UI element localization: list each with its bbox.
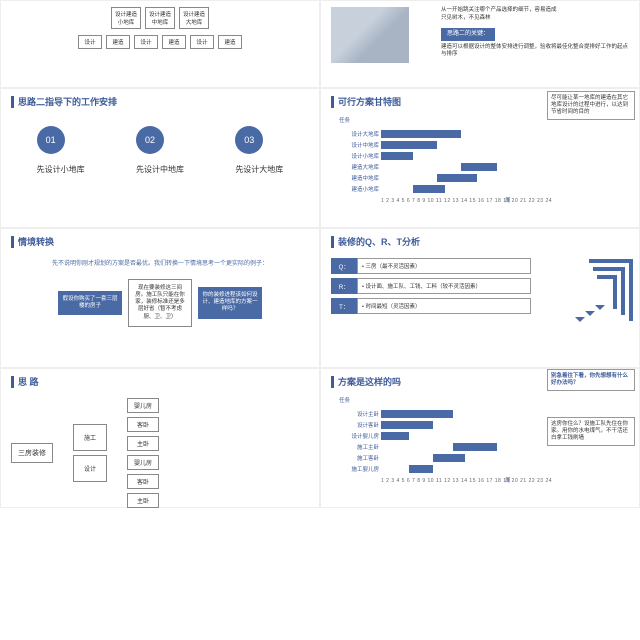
p2-title: 可行方案甘特图: [338, 95, 401, 108]
qrt-head: R：: [331, 278, 357, 294]
gantt-row-label: 施工婴儿房: [331, 465, 379, 473]
key-tag: 思路二的关键：: [441, 28, 495, 40]
tree-leaf: 建造: [106, 35, 130, 49]
gantt-row-label: 设计中地库: [331, 141, 379, 149]
p6-title: 方案是这样的吗: [338, 375, 401, 388]
qrt-head: Q：: [331, 258, 357, 274]
step-label: 先设计大地库: [235, 164, 283, 175]
gantt-row-label: 建造中地库: [331, 174, 379, 182]
p5-title: 思 路: [18, 375, 39, 388]
gantt-row-label: 设计大地库: [331, 130, 379, 138]
tree-leaf: 设计: [134, 35, 158, 49]
intro-line1: 从一开始跳关注哪个产品选择的细节，容易造成: [441, 7, 631, 15]
p1-title: 思路二指导下的工作安排: [18, 95, 117, 108]
tree-node: 设计建造 中地库: [145, 7, 175, 29]
tree-leaf: 建造: [162, 35, 186, 49]
flow-box-2: 现在要装修这三间房。施工队只能在你家，装修标准还是多层好省（暂不考虑厨、卫、卫）: [128, 279, 192, 327]
step-circle: 03: [235, 126, 263, 154]
panel-plan-check: 方案是这样的吗 任务 设计主卧设计客卧设计婴儿房施工主卧施工客卧施工婴儿房1 2…: [320, 368, 640, 508]
step-circle: 01: [37, 126, 65, 154]
step-label: 先设计小地库: [37, 164, 85, 175]
bracket-leaf: 主卧: [127, 493, 159, 508]
bracket-leaf: 客卧: [127, 474, 159, 489]
tree-node: 设计建造 小地库: [111, 7, 141, 29]
gantt-bar: [461, 163, 497, 171]
panel-qrt: 装修的Q、R、T分析 Q：• 三房（最不灵活因素）R：• 设计面、施工队、工钱、…: [320, 228, 640, 368]
gantt-bar: [381, 421, 433, 429]
step-label: 先设计中地库: [136, 164, 184, 175]
gantt-bar: [453, 443, 497, 451]
key-text: 建造可以根据设计的整体安排进行调整，验收将最佳化整合提排好工作的起点与排序: [441, 44, 631, 59]
qrt-body: • 三房（最不灵活因素）: [357, 258, 531, 274]
gantt2-note: 这房你住么？设施工队先住在你家。用你的水电煤气，不干活还白拿工钱刷墙: [547, 417, 635, 446]
bracket-leaf: 婴儿房: [127, 398, 159, 413]
gantt-bar: [437, 174, 477, 182]
tree-leaf: 设计: [78, 35, 102, 49]
gantt-bar: [381, 432, 409, 440]
gantt2-head: 别急着往下看，你先想想有什么好办法吗？: [547, 369, 635, 391]
top-tree-left: 设计建造 小地库设计建造 中地库设计建造 大地库 设计建造设计建造设计建造: [0, 0, 320, 88]
p4-title: 装修的Q、R、T分析: [338, 235, 420, 248]
gantt-axis: 1 2 3 4 5 6 7 8 9 10 11 12 13 14 15 16 1…: [381, 478, 552, 490]
panel-thinking: 思 路 三房装修 施工设计 婴儿房客卧主卧婴儿房客卧主卧: [0, 368, 320, 508]
gantt-bar: [413, 185, 445, 193]
gantt-bar: [433, 454, 465, 462]
p3-title: 情境转换: [18, 235, 54, 248]
flow-box-3: 你的装修进程该如何设计、建造地库的方案一样吗？: [198, 287, 262, 318]
gantt2-ylabel: 任务: [339, 396, 629, 404]
p3-lead: 先不说明你刚才规划的方案是否最优。我们转换一下情境思考一个更实际的例子：: [11, 258, 309, 267]
panel-gantt: 可行方案甘特图 任务 设计大地库设计中地库设计小地库建造大地库建造中地库建造小地…: [320, 88, 640, 228]
gantt-xlabel: 周: [505, 196, 511, 204]
qrt-body: • 时间最短（灵活因素）: [357, 298, 531, 314]
qrt-head: T：: [331, 298, 357, 314]
bracket-mid: 设计: [73, 455, 107, 482]
top-right-panel: 从一开始跳关注哪个产品选择的细节，容易造成 只见树木，不见森林 思路二的关键： …: [320, 0, 640, 88]
gantt-note: 尽可能让某一地库的建造在其它地库设计的过程中进行，以达到节省时间的目的: [547, 91, 635, 120]
gantt-row-label: 设计婴儿房: [331, 432, 379, 440]
gantt-row-label: 建造大地库: [331, 163, 379, 171]
gantt-bar: [409, 465, 433, 473]
gantt-row-label: 设计主卧: [331, 410, 379, 418]
gantt-row-label: 施工主卧: [331, 443, 379, 451]
panel-work-arrange: 思路二指导下的工作安排 01 先设计小地库 02 先设计中地库 03 先设计大地库: [0, 88, 320, 228]
tree-leaf: 建造: [218, 35, 242, 49]
bracket-leaf: 婴儿房: [127, 455, 159, 470]
qrt-arrows: [579, 259, 633, 339]
handshake-photo: [331, 7, 409, 63]
gantt-row-label: 设计小地库: [331, 152, 379, 160]
step-circle: 02: [136, 126, 164, 154]
gantt-bar: [381, 410, 453, 418]
tree-leaf: 设计: [190, 35, 214, 49]
gantt-bar: [381, 152, 413, 160]
gantt-row-label: 施工客卧: [331, 454, 379, 462]
panel-scenario: 情境转换 先不说明你刚才规划的方案是否最优。我们转换一下情境思考一个更实际的例子…: [0, 228, 320, 368]
gantt-bar: [381, 130, 461, 138]
qrt-body: • 设计面、施工队、工钱、工料（较不灵活因素）: [357, 278, 531, 294]
flow-box-1: 假设你购买了一套三层楼的房子: [58, 291, 122, 315]
gantt-row-label: 建造小地库: [331, 185, 379, 193]
gantt-axis: 1 2 3 4 5 6 7 8 9 10 11 12 13 14 15 16 1…: [381, 198, 552, 210]
bracket-root: 三房装修: [11, 443, 53, 463]
gantt-xlabel: 周: [505, 476, 511, 484]
gantt-row-label: 设计客卧: [331, 421, 379, 429]
bracket-leaf: 主卧: [127, 436, 159, 451]
intro-line2: 只见树木，不见森林: [441, 15, 631, 23]
gantt-bar: [381, 141, 437, 149]
tree-node: 设计建造 大地库: [179, 7, 209, 29]
bracket-leaf: 客卧: [127, 417, 159, 432]
bracket-mid: 施工: [73, 424, 107, 451]
